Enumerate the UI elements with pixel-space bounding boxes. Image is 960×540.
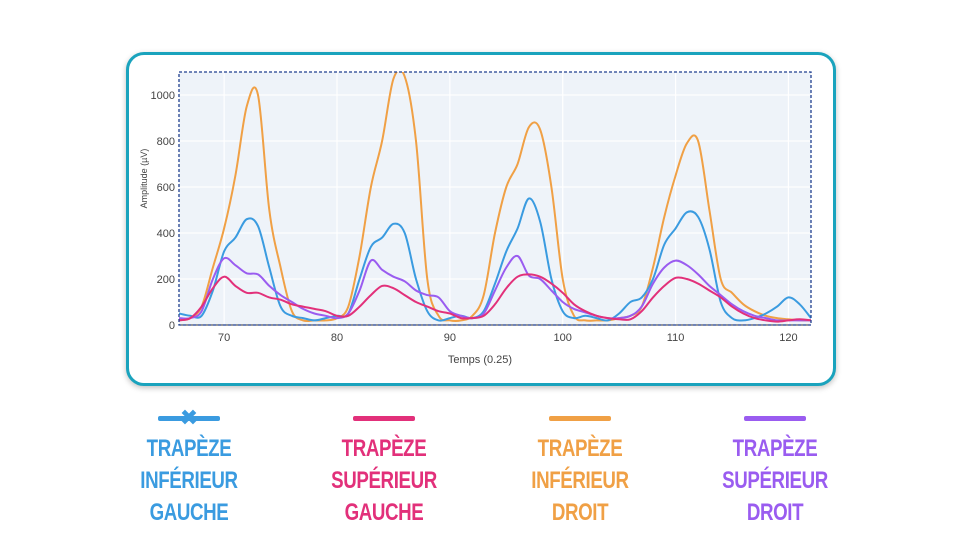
legend-swatch: ✖ (158, 407, 220, 429)
x-axis-title: Temps (0.25) (448, 354, 512, 366)
y-axis-title: Amplitude (µV) (139, 149, 149, 209)
y-tick-label: 800 (157, 136, 175, 148)
series-line-trap-ze-sup-rieur-droit (179, 254, 811, 322)
selection-frame (178, 71, 812, 326)
legend-label: TRAPÈZE INFÉRIEUR GAUCHE (140, 435, 238, 526)
legend-item-trapeze-superieur-gauche[interactable]: TRAPÈZE SUPÉRIEUR GAUCHE (284, 410, 484, 529)
y-tick-label: 600 (157, 182, 175, 194)
y-tick-label: 400 (157, 228, 175, 240)
legend-item-trapeze-superieur-droit[interactable]: TRAPÈZE SUPÉRIEUR DROIT (675, 410, 875, 529)
legend: ✖ TRAPÈZE INFÉRIEUR GAUCHE TRAPÈZE SUPÉR… (0, 407, 960, 526)
legend-label: TRAPÈZE SUPÉRIEUR GAUCHE (331, 435, 437, 526)
y-tick-label: 1000 (151, 90, 175, 102)
legend-item-trapeze-inferieur-droit[interactable]: TRAPÈZE INFÉRIEUR DROIT (480, 410, 680, 529)
legend-label: TRAPÈZE SUPÉRIEUR DROIT (722, 435, 828, 526)
series-line-trap-ze-sup-rieur-gauche (179, 273, 811, 323)
x-tick-label: 80 (331, 332, 343, 344)
legend-swatch (353, 416, 415, 421)
series-line-trap-ze-inf-rieur-gauche (179, 197, 811, 322)
chart-card: 70 80 90 100 110 120 0 200 400 600 800 1000 Temps (0… (126, 52, 836, 386)
series-line-trap-ze-inf-rieur-droit (179, 72, 811, 323)
legend-label: TRAPÈZE INFÉRIEUR DROIT (531, 435, 629, 526)
legend-swatch (549, 416, 611, 421)
cross-icon: ✖ (179, 405, 199, 431)
x-tick-label: 70 (218, 332, 230, 344)
legend-swatch (744, 416, 806, 421)
x-tick-label: 100 (554, 332, 572, 344)
y-tick-label: 0 (169, 320, 175, 332)
x-tick-label: 110 (667, 332, 685, 344)
x-tick-label: 120 (779, 332, 797, 344)
y-tick-label: 200 (157, 274, 175, 286)
line-chart[interactable]: 70 80 90 100 110 120 0 200 400 600 800 1000 Temps (0… (129, 55, 833, 383)
legend-item-trapeze-inferieur-gauche[interactable]: ✖ TRAPÈZE INFÉRIEUR GAUCHE (89, 407, 289, 529)
x-tick-label: 90 (444, 332, 456, 344)
